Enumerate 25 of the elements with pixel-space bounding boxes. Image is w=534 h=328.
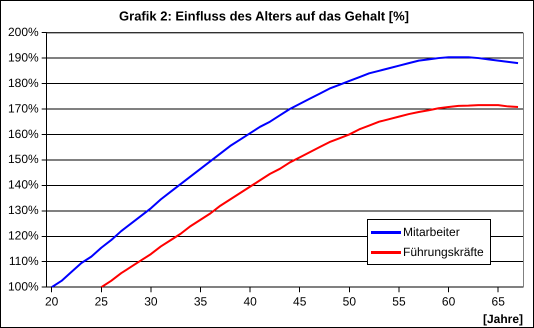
legend-label: Führungskräfte (403, 245, 484, 260)
y-tick-label: 110% (8, 254, 40, 268)
y-tick-label: 120% (8, 228, 40, 243)
y-tick-label: 200% (8, 24, 40, 39)
y-tick-label: 150% (8, 152, 40, 166)
x-tick-label: 30 (144, 294, 158, 309)
y-tick-label: 180% (8, 76, 40, 90)
x-tick-label: 65 (492, 294, 506, 309)
x-tick-label: 45 (293, 294, 307, 309)
x-tick-label: 20 (44, 294, 59, 309)
x-tick-label: 50 (342, 294, 356, 309)
x-tick-label: 55 (392, 294, 406, 309)
y-tick-label: 140% (8, 178, 40, 192)
y-tick-label: 170% (8, 101, 40, 116)
x-tick-label: 40 (243, 294, 258, 309)
y-tick-label: 130% (8, 203, 40, 218)
legend-label: Mitarbeiter (403, 225, 460, 240)
x-tick-label: 25 (94, 294, 108, 309)
x-tick-label: 60 (442, 294, 456, 309)
x-tick-label: 35 (194, 294, 208, 309)
y-tick-label: 190% (8, 50, 40, 64)
x-axis-title: [Jahre] (482, 312, 523, 326)
y-tick-label: 160% (8, 126, 40, 141)
y-tick-label: 100% (8, 280, 40, 294)
chart-title: Grafik 2: Einfluss des Alters auf das Gehalt [%] (119, 8, 409, 24)
